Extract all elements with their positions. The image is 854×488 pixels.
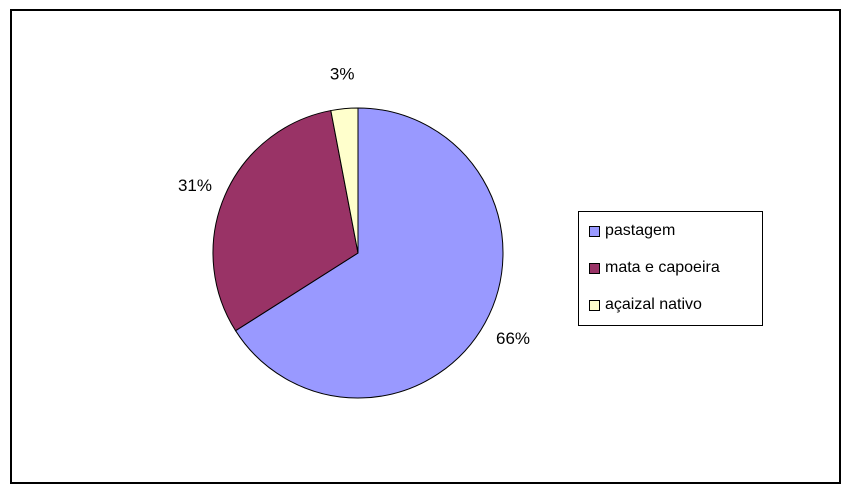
legend-label-mata-e-capoeira: mata e capoeira — [605, 259, 720, 277]
legend-label-acaizal-nativo: açaizal nativo — [605, 296, 702, 314]
chart-area: 66% 31% 3% pastagem mata e capoeira açaiza… — [10, 9, 841, 484]
legend-item-mata-e-capoeira: mata e capoeira — [589, 258, 720, 278]
legend-label-pastagem: pastagem — [605, 222, 675, 240]
data-label-acaizal-nativo: 3% — [330, 65, 355, 84]
legend-swatch-mata-e-capoeira — [589, 263, 600, 274]
legend-swatch-pastagem — [589, 226, 600, 237]
legend: pastagem mata e capoeira açaizal nativo — [578, 211, 763, 326]
data-label-pastagem: 66% — [496, 329, 530, 348]
legend-item-acaizal-nativo: açaizal nativo — [589, 295, 702, 315]
legend-item-pastagem: pastagem — [589, 221, 675, 241]
legend-swatch-acaizal-nativo — [589, 300, 600, 311]
data-label-mata-e-capoeira: 31% — [178, 176, 212, 195]
